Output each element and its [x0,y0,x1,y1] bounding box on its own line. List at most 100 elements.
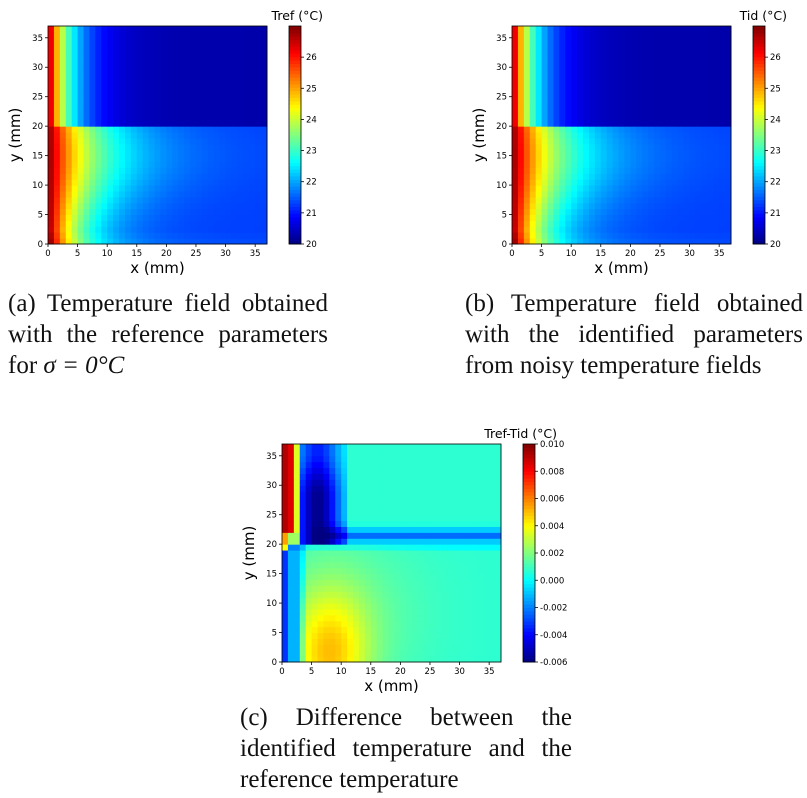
heatmap-cell [65,220,73,227]
heatmap-cell [207,179,215,186]
heatmap-cell [249,73,256,80]
heatmap-cell [418,591,425,598]
heatmap-cell [299,620,307,628]
heatmap-cell [541,185,549,192]
heatmap-cell [713,167,720,174]
heatmap-cell [71,84,79,92]
heatmap-cell [453,467,461,474]
heatmap-cell [441,650,449,657]
heatmap-cell [282,608,289,616]
heatmap-cell [287,561,295,569]
colorbar-segment [523,597,535,602]
heatmap-cell [166,61,173,68]
heatmap-cell [282,502,289,510]
heatmap-cell [406,650,413,657]
heatmap-cell [323,538,330,545]
heatmap-cell [353,479,360,486]
heatmap-cell [719,37,726,45]
heatmap-cell [412,497,419,504]
colorbar-segment [289,56,301,61]
heatmap-cell [119,84,126,92]
heatmap-cell [382,538,390,545]
heatmap-cell [671,167,679,174]
colorbar-tick-label: 0.008 [540,467,564,477]
heatmap-cell [148,179,156,186]
heatmap-cell [477,514,484,522]
heatmap-cell [160,238,167,245]
heatmap-cell [565,155,572,163]
heatmap-cell [370,632,378,639]
y-tick-label: 25 [496,93,507,103]
heatmap-cell [136,202,144,210]
heatmap-cell [624,102,631,109]
heatmap-cell [618,132,625,139]
heatmap-cell [305,644,313,651]
heatmap-cell [424,473,431,480]
heatmap-cell [429,603,437,610]
heatmap-cell [213,196,221,204]
heatmap-cell [184,37,191,45]
heatmap-cell [547,196,554,204]
heatmap-cell [207,84,215,92]
heatmap-cell [388,585,395,592]
heatmap-cell [477,461,484,469]
heatmap-cell [612,120,620,127]
heatmap-cell [465,526,472,533]
heatmap-cell [565,220,572,227]
heatmap-cell [648,49,655,56]
heatmap-cell [107,232,114,239]
heatmap-cell [148,214,156,221]
heatmap-cell [713,161,720,168]
heatmap-cell [65,143,73,151]
heatmap-cell [683,208,691,216]
heatmap-cell [113,149,120,157]
heatmap-cell [624,108,631,115]
heatmap-cell [636,43,643,51]
heatmap-cell [535,90,543,98]
heatmap-cell [299,502,307,510]
heatmap-cell [648,196,655,204]
heatmap-cell [559,143,566,151]
heatmap-cell [148,220,156,227]
heatmap-cell [594,79,602,86]
heatmap-cell [400,532,407,539]
heatmap-cell [388,485,395,492]
colorbar-segment [753,209,765,214]
heatmap-cell [559,161,566,168]
heatmap-cell [594,37,602,45]
heatmap-cell [382,579,390,586]
heatmap-cell [429,614,437,622]
heatmap-cell [305,544,313,551]
heatmap-cell [71,161,79,168]
x-tick-label: 5 [75,249,80,259]
heatmap-cell [453,473,461,480]
heatmap-cell [571,190,578,198]
heatmap-cell [477,614,484,622]
heatmap-cell [370,461,378,469]
colorbar-segment [289,114,301,119]
heatmap-cell [483,532,490,539]
heatmap-cell [565,37,572,45]
heatmap-cell [71,126,79,133]
heatmap-cell [553,43,560,51]
heatmap-cell [529,114,537,121]
heatmap-cell [323,650,330,657]
heatmap-cell [571,167,578,174]
heatmap-cell [172,114,179,121]
heatmap-cell [588,132,596,139]
heatmap-cell [77,173,85,180]
heatmap-cell [535,73,543,80]
heatmap-cell [565,132,572,139]
heatmap-cell [370,538,378,545]
heatmap-cell [424,626,431,634]
heatmap-cell [142,31,150,39]
heatmap-cell [412,591,419,598]
heatmap-cell [654,167,661,174]
heatmap-cell [353,473,360,480]
heatmap-cell [630,137,637,145]
heatmap-cell [388,449,395,457]
heatmap-cell [255,126,262,133]
heatmap-cell [588,143,596,151]
heatmap-cell [583,31,590,39]
heatmap-cell [190,185,197,192]
